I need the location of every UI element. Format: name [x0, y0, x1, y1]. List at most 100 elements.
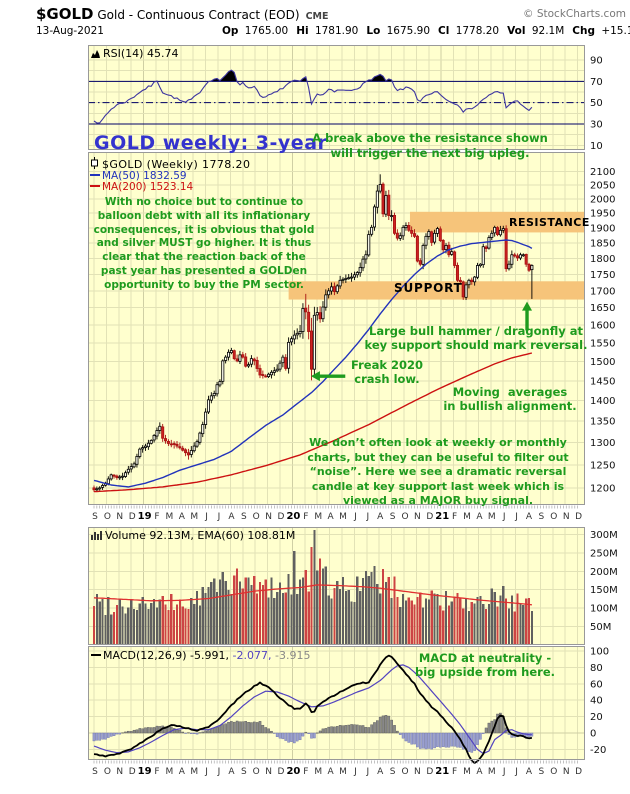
svg-text:300M: 300M: [590, 530, 618, 541]
svg-text:D: D: [575, 767, 582, 777]
svg-text:J: J: [217, 512, 221, 522]
svg-text:F: F: [303, 767, 308, 777]
svg-text:S: S: [241, 512, 247, 522]
svg-text:40: 40: [590, 696, 603, 707]
chart-title: GOLD weekly: 3-year: [94, 132, 328, 154]
svg-text:A: A: [377, 512, 384, 522]
volume-panel: [92, 529, 533, 645]
svg-text:1600: 1600: [590, 321, 615, 332]
macd-legend-name: MACD(12,26,9): [103, 649, 187, 662]
volume-bars-icon: [91, 530, 102, 543]
svg-text:O: O: [104, 512, 111, 522]
svg-text:1300: 1300: [590, 438, 615, 449]
price-panel: [92, 174, 585, 493]
support-zone-label: SUPPORT: [394, 281, 463, 295]
svg-text:1900: 1900: [590, 223, 615, 234]
svg-text:70: 70: [590, 77, 603, 88]
svg-text:100: 100: [590, 647, 609, 658]
svg-text:O: O: [253, 767, 260, 777]
svg-text:D: D: [129, 512, 136, 522]
y-axis-labels: 90 70 50 30 10 2100 2050 2000 1950 1900 1850 1800 17…: [590, 56, 618, 756]
svg-text:D: D: [129, 767, 136, 777]
quote-date: 13-Aug-2021: [36, 25, 104, 37]
ma50-legend-text: MA(50) 1832.59: [102, 170, 187, 182]
svg-text:N: N: [265, 512, 272, 522]
svg-text:M: M: [190, 512, 198, 522]
svg-text:J: J: [365, 512, 369, 522]
svg-text:A: A: [179, 767, 186, 777]
svg-text:J: J: [514, 512, 518, 522]
svg-text:A: A: [179, 512, 186, 522]
svg-text:N: N: [116, 512, 123, 522]
svg-text:O: O: [253, 512, 260, 522]
quote-label-hi: Hi: [296, 25, 309, 37]
svg-text:1550: 1550: [590, 339, 615, 350]
ticker-symbol: $GOLD: [36, 5, 94, 23]
svg-text:O: O: [550, 512, 557, 522]
annotation-main-paragraph: With no choice but to continue to balloo…: [93, 196, 315, 291]
svg-text:N: N: [116, 767, 123, 777]
svg-text:F: F: [154, 512, 159, 522]
svg-text:J: J: [353, 512, 357, 522]
price-legend-text: $GOLD (Weekly) 1778.20: [102, 158, 251, 171]
svg-text:M: M: [166, 512, 174, 522]
quote-value-op: 1765.00: [241, 25, 289, 37]
quote-value-cl: 1778.20: [452, 25, 500, 37]
annotation-bottom-paragraph: We don’t often look at weekly or monthly…: [307, 436, 569, 507]
svg-text:19: 19: [138, 766, 152, 777]
svg-text:50: 50: [590, 98, 603, 109]
svg-text:S: S: [241, 767, 247, 777]
svg-text:D: D: [426, 767, 433, 777]
svg-text:A: A: [476, 512, 483, 522]
rsi-legend: RSI(14) 45.74: [91, 47, 178, 61]
svg-text:M: M: [314, 767, 322, 777]
svg-text:20: 20: [286, 511, 300, 522]
svg-text:60: 60: [590, 679, 603, 690]
svg-text:N: N: [414, 512, 421, 522]
x-axis-bottom: S O N D 19 F M A M J J A S O N D 20 F M A M J J A S O N D 21 F M A M J J A S…: [92, 760, 582, 777]
svg-text:1800: 1800: [590, 254, 615, 265]
svg-text:2000: 2000: [590, 194, 615, 205]
svg-text:A: A: [526, 767, 533, 777]
svg-text:200M: 200M: [590, 567, 618, 578]
svg-text:J: J: [502, 512, 506, 522]
svg-text:J: J: [353, 767, 357, 777]
svg-text:A: A: [328, 767, 335, 777]
svg-text:J: J: [502, 767, 506, 777]
svg-text:1650: 1650: [590, 303, 615, 314]
svg-text:M: M: [488, 767, 496, 777]
svg-text:O: O: [550, 767, 557, 777]
svg-text:2100: 2100: [590, 167, 615, 178]
exchange-label: CME: [305, 11, 329, 22]
svg-text:O: O: [401, 767, 408, 777]
svg-text:90: 90: [590, 56, 603, 67]
quote-value-chg: +15.10 (+0.86%): [601, 25, 630, 37]
svg-text:D: D: [278, 767, 285, 777]
quote-label-lo: Lo: [366, 25, 381, 37]
ma50-line-icon: [90, 173, 100, 177]
svg-text:1350: 1350: [590, 417, 615, 428]
svg-text:10: 10: [590, 141, 603, 152]
rsi-area-icon: [91, 48, 100, 61]
quote-value-vol: 92.1M: [528, 25, 565, 37]
bull-hammer-up-arrow: [522, 301, 533, 331]
svg-text:S: S: [390, 767, 396, 777]
svg-text:N: N: [414, 767, 421, 777]
svg-text:150M: 150M: [590, 585, 618, 596]
stockcharts-copyright-link[interactable]: © StockCharts.com: [523, 8, 626, 20]
svg-text:A: A: [228, 767, 235, 777]
svg-text:A: A: [476, 767, 483, 777]
volume-legend: Volume 92.13M, EMA(60) 108.81M: [91, 529, 295, 543]
macd-legend: MACD(12,26,9) -5.991, -2.077, -3.915: [91, 649, 310, 662]
macd-line-icon: [91, 653, 101, 657]
svg-text:S: S: [92, 512, 98, 522]
svg-text:F: F: [452, 512, 457, 522]
svg-text:1500: 1500: [590, 357, 615, 368]
svg-text:1950: 1950: [590, 209, 615, 220]
annotation-crash-low-note: Freak 2020 crash low.: [350, 358, 423, 386]
svg-text:M: M: [314, 512, 322, 522]
svg-text:A: A: [377, 767, 384, 777]
svg-text:1750: 1750: [590, 270, 615, 281]
svg-text:S: S: [390, 512, 396, 522]
svg-text:M: M: [339, 767, 347, 777]
